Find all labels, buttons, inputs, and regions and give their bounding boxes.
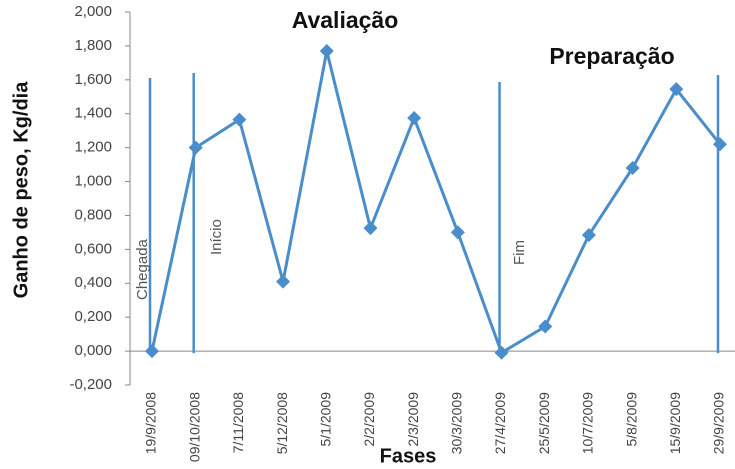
y-tick-label: -0,200 <box>69 376 112 393</box>
x-tick-label: 7/11/2008 <box>230 392 246 453</box>
data-point <box>581 227 596 242</box>
x-tick-label: 5/1/2009 <box>317 392 333 447</box>
data-point <box>188 140 203 155</box>
data-point <box>276 274 291 289</box>
x-tick-label: 27/4/2009 <box>492 392 508 454</box>
data-point <box>625 160 640 175</box>
y-axis-label: Ganho de peso, Kg/dia <box>10 81 32 299</box>
x-tick-label: 15/9/2009 <box>667 392 683 454</box>
data-point <box>232 112 247 127</box>
data-point <box>494 345 509 360</box>
x-tick-label: 5/12/2008 <box>274 392 290 454</box>
y-tick-label: 1,400 <box>74 105 112 122</box>
data-line <box>150 50 722 356</box>
y-tick-label: 1,800 <box>74 37 112 54</box>
data-point <box>363 221 378 236</box>
y-tick-label: 0,800 <box>74 206 112 223</box>
data-point <box>538 319 553 334</box>
x-tick-label: 2/3/2009 <box>405 392 421 447</box>
x-tick-label: 2/2/2009 <box>361 392 377 447</box>
x-tick-label: 29/9/2009 <box>711 392 727 454</box>
y-tick-label: 0,200 <box>74 308 112 325</box>
x-axis-label: Fases <box>380 445 437 467</box>
y-tick-label: 1,000 <box>74 173 112 190</box>
y-tick-label: 1,200 <box>74 139 112 156</box>
y-tick-label: 1,600 <box>74 71 112 88</box>
data-point <box>450 225 465 240</box>
phase-label: Avaliação <box>292 7 399 33</box>
x-tick-label: 09/10/2008 <box>186 392 202 462</box>
annotation: Chegada <box>134 238 151 300</box>
x-tick-label: 30/3/2009 <box>449 392 465 454</box>
y-tick-label: 0,600 <box>74 240 112 257</box>
annotation: Fim <box>511 240 528 265</box>
phase-label: Preparação <box>549 43 674 69</box>
data-point <box>319 43 334 58</box>
x-tick-label: 19/9/2008 <box>143 392 159 454</box>
data-point <box>669 82 684 97</box>
data-point <box>713 137 727 152</box>
y-tick-label: 0,400 <box>74 274 112 291</box>
x-tick-label: 10/7/2009 <box>580 392 596 454</box>
data-point <box>145 344 159 359</box>
y-tick-label: 2,000 <box>74 3 112 20</box>
y-tick-label: 0,000 <box>74 342 112 359</box>
data-point <box>407 110 422 125</box>
x-tick-label: 5/8/2009 <box>623 392 639 447</box>
x-tick-label: 25/5/2009 <box>536 392 552 454</box>
annotation: Início <box>208 219 225 255</box>
